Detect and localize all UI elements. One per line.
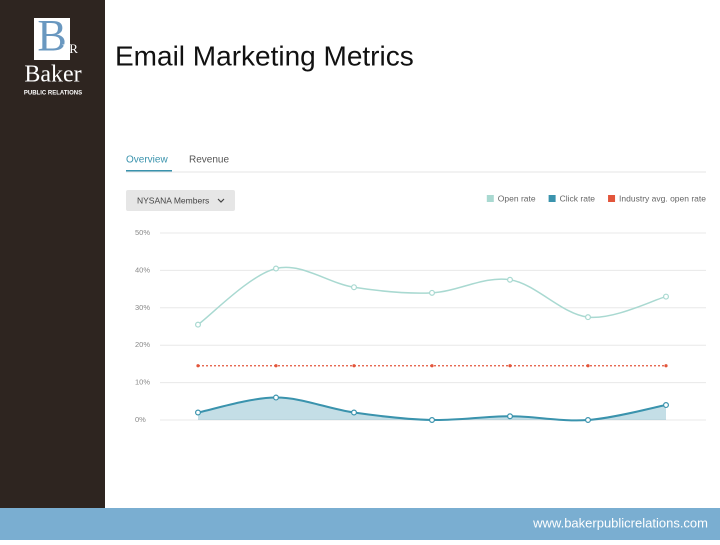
legend-label: Click rate (560, 193, 596, 203)
point (274, 364, 278, 368)
point (196, 364, 200, 368)
footer-url: www.bakerpublicrelations.com (532, 515, 708, 530)
sidebar (0, 0, 105, 508)
point (351, 284, 358, 291)
y-tick-label: 20% (135, 340, 150, 349)
footer-bar (0, 508, 720, 540)
point (351, 409, 358, 416)
point (507, 276, 514, 283)
tab[interactable]: Revenue (189, 155, 229, 166)
point (662, 293, 669, 300)
point (352, 364, 356, 368)
legend-swatch (486, 195, 494, 202)
y-tick-label: 0% (135, 415, 146, 424)
logo-letter: B (37, 11, 66, 60)
logo-name: Baker (24, 62, 81, 88)
logo-box (34, 18, 70, 60)
legend-label: Industry avg. open rate (619, 193, 706, 203)
dropdown-chevron (217, 198, 225, 203)
y-tick-label: 40% (135, 265, 150, 274)
point (273, 394, 280, 401)
filter-dropdown[interactable] (126, 190, 235, 211)
y-tick-label: 50% (135, 228, 150, 237)
chart: 0% 10% 20% 30% 40% 50% Industry avg. open rate… (135, 193, 706, 424)
point (662, 402, 669, 409)
point (429, 417, 436, 424)
y-tick-label: 30% (135, 303, 150, 312)
logo-initials: PR (62, 41, 78, 56)
y-tick-label: 10% (135, 378, 150, 387)
tab[interactable]: Overview (126, 155, 168, 166)
point (273, 265, 280, 272)
point (664, 364, 668, 368)
point (507, 413, 514, 420)
point (584, 314, 591, 321)
series-area (198, 397, 666, 421)
legend-swatch (548, 195, 556, 202)
filter-label: NYSANA Members (137, 195, 209, 205)
point (584, 417, 591, 424)
slide-title: Email Marketing Metrics (115, 40, 414, 71)
legend-swatch (608, 195, 616, 202)
logo-tagline: PUBLIC RELATIONS (24, 91, 82, 97)
point (195, 321, 202, 328)
point (586, 364, 590, 368)
point (430, 364, 434, 368)
point (508, 364, 512, 368)
point (429, 289, 436, 296)
legend-label: Open rate (498, 193, 536, 203)
series-line (197, 266, 667, 326)
point (195, 409, 202, 416)
